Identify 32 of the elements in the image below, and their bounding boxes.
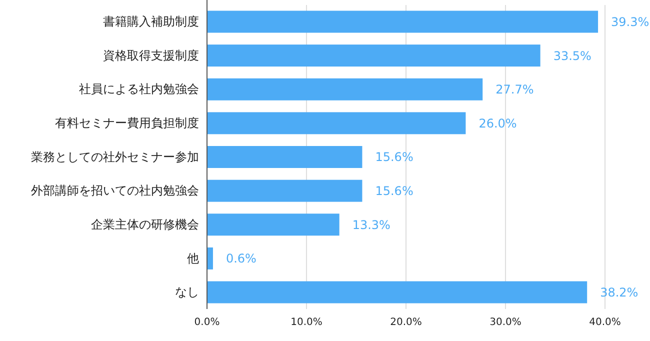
y-tick-label: 外部講師を招いての社内勉強会 bbox=[31, 184, 199, 198]
bar bbox=[207, 180, 362, 202]
bar bbox=[207, 44, 540, 67]
x-tick-label: 10.0% bbox=[290, 317, 322, 328]
bar bbox=[207, 146, 362, 168]
bar bbox=[207, 78, 483, 100]
y-tick-label: なし bbox=[175, 285, 199, 300]
bar bbox=[207, 214, 340, 236]
bar bbox=[207, 10, 598, 33]
data-label: 0.6% bbox=[226, 252, 256, 266]
bar bbox=[207, 247, 213, 270]
data-label: 33.5% bbox=[553, 48, 592, 63]
data-label: 39.3% bbox=[611, 14, 650, 29]
x-tick-label: 0.0% bbox=[194, 317, 220, 328]
bar bbox=[207, 281, 588, 304]
data-label: 15.6% bbox=[375, 184, 414, 198]
x-tick-label: 30.0% bbox=[490, 317, 522, 328]
bar bbox=[207, 112, 466, 134]
data-label: 15.6% bbox=[375, 150, 414, 164]
y-tick-label: 社員による社内勉強会 bbox=[79, 82, 199, 96]
y-tick-label: 他 bbox=[187, 251, 199, 266]
y-tick-label: 書籍購入補助制度 bbox=[103, 14, 199, 29]
data-label: 38.2% bbox=[600, 285, 638, 300]
data-label: 13.3% bbox=[352, 218, 390, 232]
data-label: 27.7% bbox=[496, 82, 534, 97]
x-tick-label: 20.0% bbox=[390, 317, 422, 328]
y-tick-label: 有料セミナー費用負担制度 bbox=[55, 116, 199, 130]
y-tick-label: 業務としての社外セミナー参加 bbox=[31, 150, 199, 164]
data-label: 26.0% bbox=[478, 116, 517, 130]
x-tick-label: 40.0% bbox=[589, 317, 621, 328]
y-tick-label: 企業主体の研修機会 bbox=[91, 217, 199, 232]
y-tick-label: 資格取得支援制度 bbox=[103, 48, 199, 62]
